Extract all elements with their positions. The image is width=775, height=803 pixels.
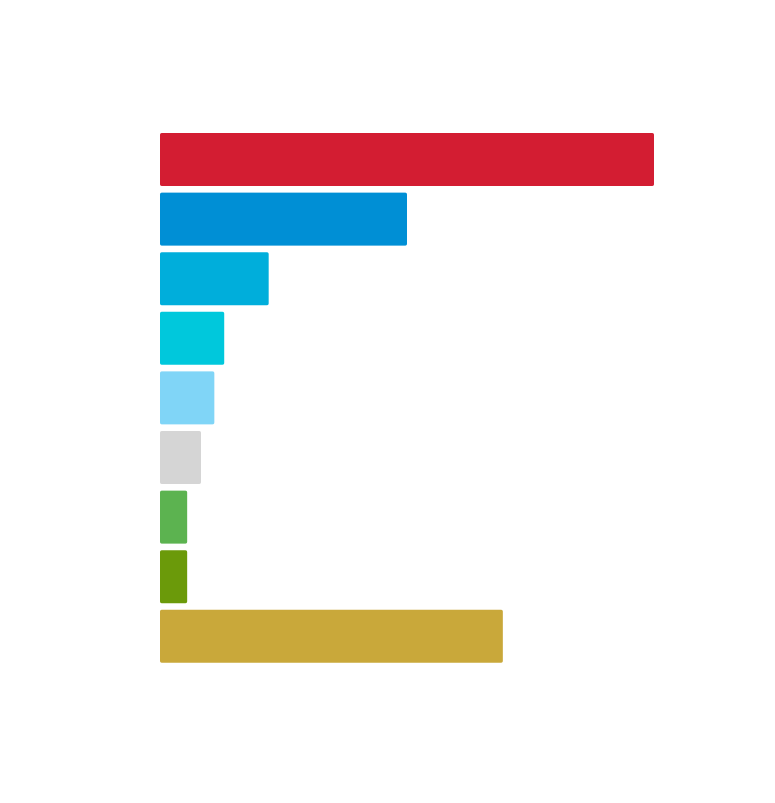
bar bbox=[160, 192, 407, 246]
bar bbox=[160, 609, 503, 663]
bar bbox=[160, 252, 269, 306]
bar bbox=[160, 550, 188, 604]
bar bbox=[160, 133, 654, 186]
bar bbox=[160, 431, 202, 484]
bar bbox=[160, 490, 188, 544]
bar bbox=[160, 311, 225, 365]
bar bbox=[160, 371, 215, 425]
